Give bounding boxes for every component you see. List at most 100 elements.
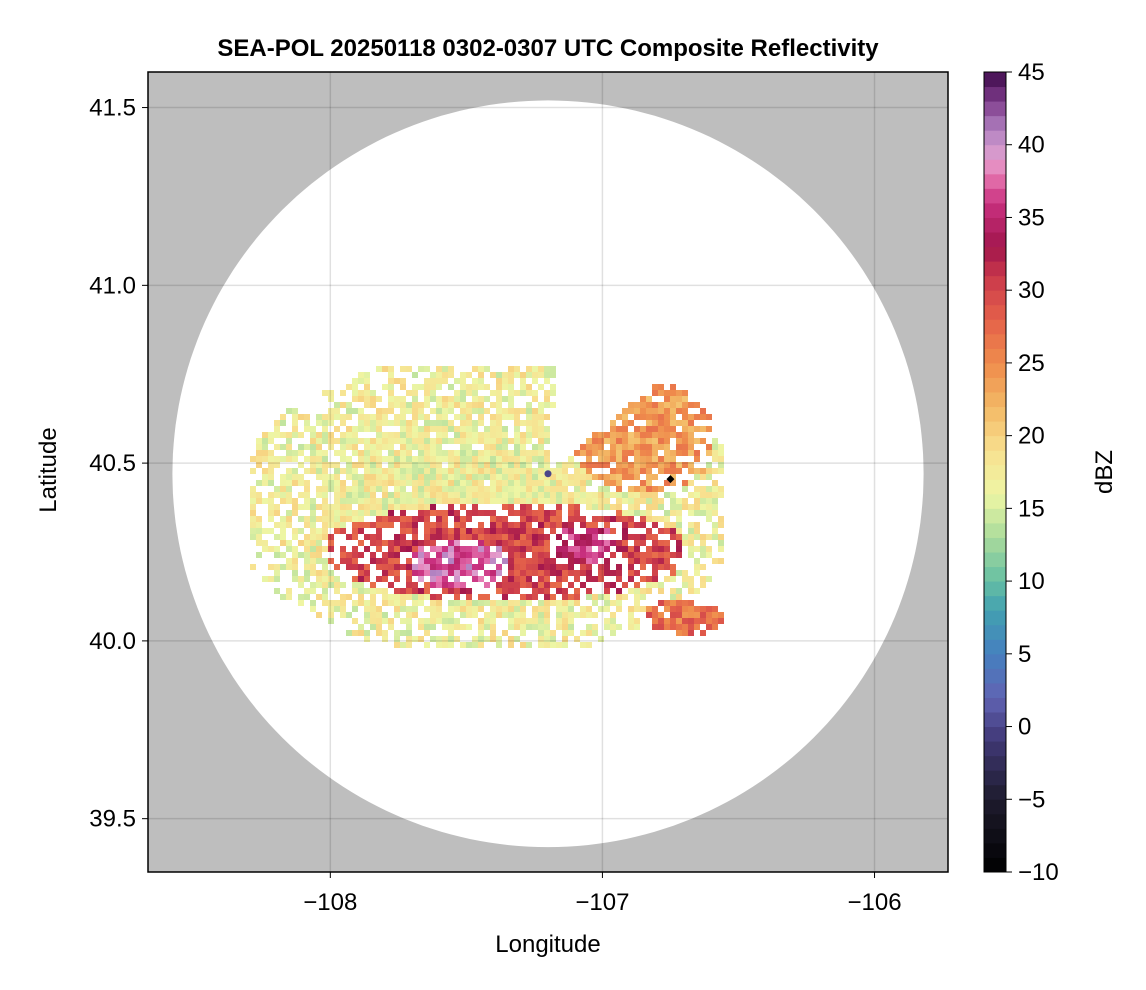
reflectivity-cell (670, 576, 676, 582)
reflectivity-cell (556, 606, 562, 612)
reflectivity-cell (568, 600, 574, 606)
reflectivity-cell (406, 576, 412, 582)
reflectivity-cell (412, 456, 418, 462)
reflectivity-cell (682, 504, 688, 510)
reflectivity-cell (604, 546, 610, 552)
reflectivity-cell (580, 486, 586, 492)
reflectivity-cell (388, 396, 394, 402)
reflectivity-cell (694, 414, 700, 420)
reflectivity-cell (670, 504, 676, 510)
reflectivity-cell (532, 612, 538, 618)
reflectivity-cell (478, 468, 484, 474)
reflectivity-cell (598, 540, 604, 546)
reflectivity-cell (316, 432, 322, 438)
reflectivity-cell (448, 642, 454, 648)
reflectivity-cell (706, 450, 712, 456)
reflectivity-cell (508, 636, 514, 642)
reflectivity-cell (544, 510, 550, 516)
reflectivity-cell (454, 474, 460, 480)
reflectivity-cell (526, 366, 532, 372)
reflectivity-cell (478, 366, 484, 372)
reflectivity-cell (508, 540, 514, 546)
reflectivity-cell (454, 414, 460, 420)
reflectivity-cell (490, 450, 496, 456)
reflectivity-cell (340, 504, 346, 510)
reflectivity-cell (424, 564, 430, 570)
reflectivity-cell (664, 618, 670, 624)
reflectivity-cell (670, 612, 676, 618)
reflectivity-cell (628, 588, 634, 594)
reflectivity-cell (472, 438, 478, 444)
reflectivity-cell (592, 498, 598, 504)
reflectivity-cell (406, 366, 412, 372)
reflectivity-cell (592, 612, 598, 618)
reflectivity-cell (646, 468, 652, 474)
reflectivity-cell (526, 432, 532, 438)
reflectivity-cell (580, 462, 586, 468)
reflectivity-cell (670, 462, 676, 468)
colorbar-cell (984, 72, 1006, 88)
reflectivity-cell (340, 528, 346, 534)
reflectivity-cell (610, 582, 616, 588)
reflectivity-cell (628, 504, 634, 510)
reflectivity-cell (538, 558, 544, 564)
reflectivity-cell (292, 468, 298, 474)
reflectivity-cell (424, 552, 430, 558)
reflectivity-cell (580, 546, 586, 552)
reflectivity-cell (610, 516, 616, 522)
reflectivity-cell (406, 420, 412, 426)
x-tick-label: −106 (847, 889, 901, 916)
reflectivity-cell (250, 564, 256, 570)
reflectivity-cell (502, 384, 508, 390)
reflectivity-cell (346, 438, 352, 444)
reflectivity-cell (460, 456, 466, 462)
reflectivity-cell (502, 498, 508, 504)
reflectivity-cell (622, 468, 628, 474)
reflectivity-cell (628, 432, 634, 438)
reflectivity-cell (484, 546, 490, 552)
reflectivity-cell (250, 528, 256, 534)
reflectivity-cell (658, 468, 664, 474)
reflectivity-cell (520, 492, 526, 498)
reflectivity-cell (292, 570, 298, 576)
reflectivity-cell (520, 450, 526, 456)
reflectivity-cell (268, 468, 274, 474)
reflectivity-cell (526, 516, 532, 522)
reflectivity-cell (376, 450, 382, 456)
reflectivity-cell (490, 390, 496, 396)
reflectivity-cell (526, 546, 532, 552)
reflectivity-cell (322, 390, 328, 396)
reflectivity-cell (646, 480, 652, 486)
reflectivity-cell (358, 624, 364, 630)
reflectivity-cell (706, 510, 712, 516)
reflectivity-cell (376, 588, 382, 594)
reflectivity-cell (526, 426, 532, 432)
reflectivity-cell (628, 552, 634, 558)
reflectivity-cell (700, 504, 706, 510)
reflectivity-cell (502, 522, 508, 528)
reflectivity-cell (274, 576, 280, 582)
reflectivity-cell (436, 636, 442, 642)
reflectivity-cell (406, 408, 412, 414)
reflectivity-cell (298, 450, 304, 456)
reflectivity-cell (370, 438, 376, 444)
reflectivity-cell (412, 540, 418, 546)
colorbar-tick-label: 5 (1018, 641, 1031, 668)
reflectivity-cell (304, 594, 310, 600)
reflectivity-cell (508, 612, 514, 618)
reflectivity-cell (592, 432, 598, 438)
reflectivity-cell (388, 570, 394, 576)
reflectivity-cell (610, 456, 616, 462)
plot-frame (147, 71, 949, 873)
reflectivity-cell (472, 480, 478, 486)
reflectivity-cell (268, 438, 274, 444)
reflectivity-cell (436, 522, 442, 528)
reflectivity-cell (496, 444, 502, 450)
reflectivity-cell (634, 432, 640, 438)
reflectivity-cell (502, 546, 508, 552)
reflectivity-cell (616, 462, 622, 468)
reflectivity-cell (658, 516, 664, 522)
reflectivity-cell (280, 420, 286, 426)
reflectivity-cell (436, 558, 442, 564)
reflectivity-cell (388, 558, 394, 564)
